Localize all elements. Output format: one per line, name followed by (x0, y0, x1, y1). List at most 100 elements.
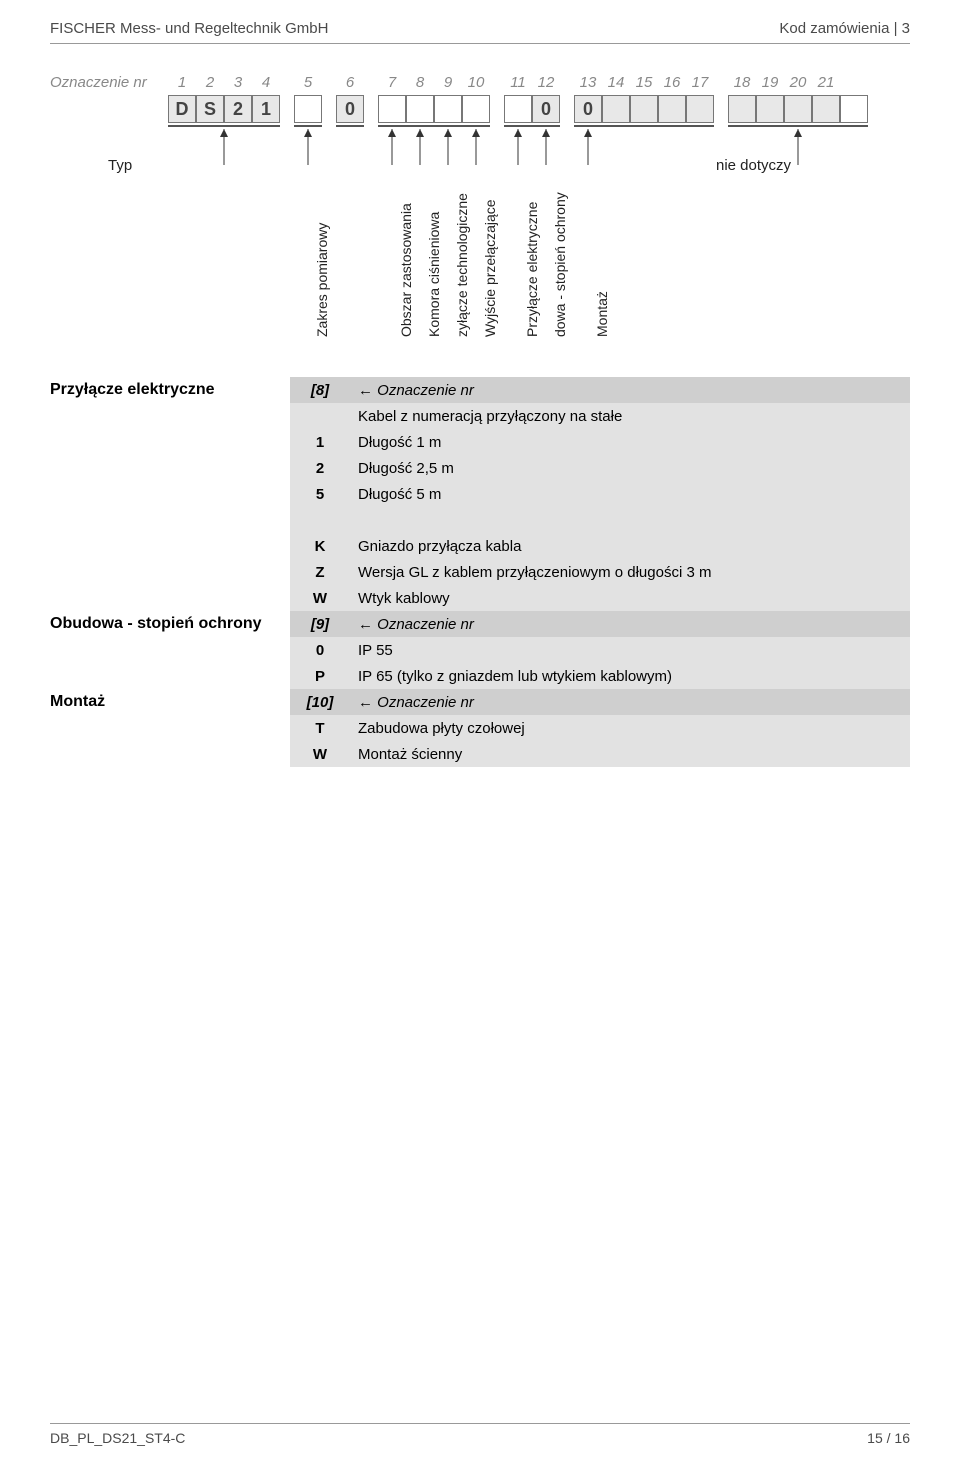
code-value: 0 (290, 642, 350, 659)
vertical-label: Montaż (594, 291, 610, 337)
code-value: K (290, 538, 350, 555)
code-value: W (290, 746, 350, 763)
code-value: W (290, 590, 350, 607)
vertical-label: dowa - stopień ochrony (552, 192, 568, 337)
position-number: 15 (630, 74, 658, 91)
code-cell (504, 95, 532, 123)
position-number: 21 (812, 74, 840, 91)
position-number: 14 (602, 74, 630, 91)
code-cell (840, 95, 868, 123)
code-cell (462, 95, 490, 123)
code-description: IP 55 (350, 642, 910, 659)
position-number: 4 (252, 74, 280, 91)
page-footer: DB_PL_DS21_ST4-C 15 / 16 (50, 1423, 910, 1446)
code-cell (728, 95, 756, 123)
code-cell (756, 95, 784, 123)
footer-docid: DB_PL_DS21_ST4-C (50, 1430, 185, 1446)
table-row: ZWersja GL z kablem przyłączeniowym o dł… (290, 559, 910, 585)
code-description: Długość 2,5 m (350, 460, 910, 477)
position-number: 5 (294, 74, 322, 91)
code-cell (434, 95, 462, 123)
vertical-label: Komora ciśnieniowa (426, 212, 442, 337)
position-number: 2 (196, 74, 224, 91)
code-value: [9] (290, 616, 350, 633)
position-number: 6 (336, 74, 364, 91)
position-label: Oznaczenie nr (50, 74, 168, 91)
position-number: 20 (784, 74, 812, 91)
page-header: FISCHER Mess- und Regeltechnik GmbH Kod … (50, 20, 910, 44)
position-number-row: Oznaczenie nr 12345678910111213141516171… (50, 74, 910, 91)
position-number: 13 (574, 74, 602, 91)
spec-table: [9]← Oznaczenie nr0IP 55PIP 65 (tylko z … (290, 611, 910, 689)
spec-table: [10]← Oznaczenie nrTZabudowa płyty czoło… (290, 689, 910, 767)
table-row: 2Długość 2,5 m (290, 455, 910, 481)
table-row: PIP 65 (tylko z gniazdem lub wtykiem kab… (290, 663, 910, 689)
spec-table: [8]← Oznaczenie nr Kabel z numeracją przy… (290, 377, 910, 611)
code-description: Długość 5 m (350, 486, 910, 503)
code-cell (658, 95, 686, 123)
vertical-label: zyłącze technologiczne (454, 193, 470, 337)
code-description: Długość 1 m (350, 434, 910, 451)
position-number (840, 74, 868, 91)
code-description: Wersja GL z kablem przyłączeniowym o dłu… (350, 564, 910, 581)
arrow-labels: Typ nie dotyczy Zakres pomiarowyObszar z… (168, 167, 910, 347)
code-cell: 2 (224, 95, 252, 123)
table-row: 0IP 55 (290, 637, 910, 663)
table-row: Kabel z numeracją przyłączony na stałe (290, 403, 910, 429)
code-row: DS21000 (50, 95, 910, 123)
code-description: IP 65 (tylko z gniazdem lub wtykiem kabl… (350, 668, 910, 685)
table-row: [9]← Oznaczenie nr (290, 611, 910, 637)
code-cell (784, 95, 812, 123)
code-value: [8] (290, 382, 350, 399)
position-number: 9 (434, 74, 462, 91)
code-cell: 0 (574, 95, 602, 123)
code-value: 2 (290, 460, 350, 477)
code-cell: 1 (252, 95, 280, 123)
code-cell (406, 95, 434, 123)
label-typ: Typ (108, 157, 132, 174)
position-number: 12 (532, 74, 560, 91)
table-row: WWtyk kablowy (290, 585, 910, 611)
ordering-code-block: Oznaczenie nr 12345678910111213141516171… (50, 74, 910, 347)
position-number: 11 (504, 74, 532, 91)
spec-tables: Przyłącze elektryczne[8]← Oznaczenie nrK… (50, 377, 910, 767)
position-number: 19 (756, 74, 784, 91)
code-value: T (290, 720, 350, 737)
vertical-label: Wyjście przełączające (482, 199, 498, 337)
position-number: 3 (224, 74, 252, 91)
code-cell (294, 95, 322, 123)
code-cell: 0 (336, 95, 364, 123)
code-value: 1 (290, 434, 350, 451)
table-row: 5Długość 5 m (290, 481, 910, 507)
position-number: 16 (658, 74, 686, 91)
position-number: 8 (406, 74, 434, 91)
vertical-label: Zakres pomiarowy (314, 223, 330, 337)
code-description: ← Oznaczenie nr (350, 382, 910, 399)
spec-title: Obudowa - stopień ochrony (50, 611, 290, 633)
code-cell (686, 95, 714, 123)
vertical-label: Przyłącze elektryczne (524, 202, 540, 337)
code-value: P (290, 668, 350, 685)
table-row: 1Długość 1 m (290, 429, 910, 455)
code-description: Zabudowa płyty czołowej (350, 720, 910, 737)
footer-page: 15 / 16 (867, 1430, 910, 1446)
code-description: Gniazdo przyłącza kabla (350, 538, 910, 555)
arrows-diagram (168, 127, 928, 167)
code-cell (812, 95, 840, 123)
spec-title: Przyłącze elektryczne (50, 377, 290, 399)
header-company: FISCHER Mess- und Regeltechnik GmbH (50, 20, 328, 37)
code-cell: 0 (532, 95, 560, 123)
code-cell (378, 95, 406, 123)
table-row: TZabudowa płyty czołowej (290, 715, 910, 741)
code-description: Wtyk kablowy (350, 590, 910, 607)
code-cell: D (168, 95, 196, 123)
code-description: ← Oznaczenie nr (350, 616, 910, 633)
table-row: KGniazdo przyłącza kabla (290, 533, 910, 559)
code-description: Kabel z numeracją przyłączony na stałe (350, 408, 910, 425)
code-value: [10] (290, 694, 350, 711)
position-number: 17 (686, 74, 714, 91)
underline-row (50, 125, 910, 127)
position-number: 7 (378, 74, 406, 91)
header-section: Kod zamówienia | 3 (779, 20, 910, 37)
code-value: 5 (290, 486, 350, 503)
